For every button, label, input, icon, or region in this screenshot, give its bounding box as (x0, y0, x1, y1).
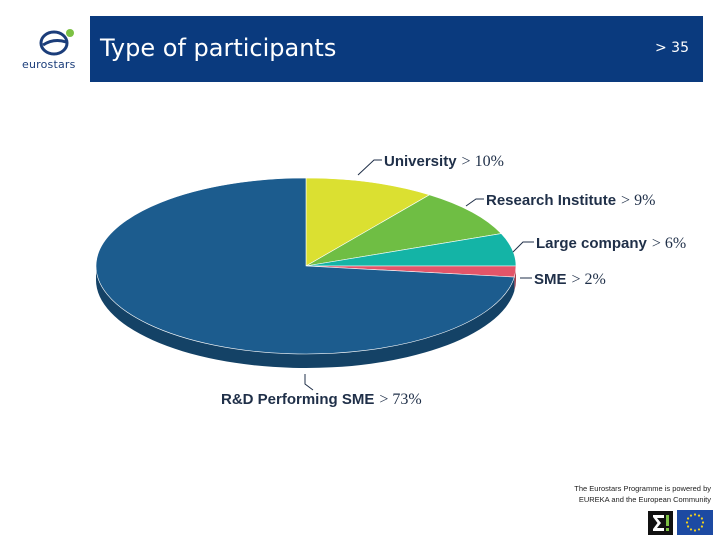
logo-text: eurostars (22, 58, 76, 71)
slice-value-3: > 2% (572, 271, 606, 288)
eureka-logo-mark (653, 515, 669, 531)
leader-line-1 (465, 198, 484, 207)
footer-text: The Eurostars Programme is powered by EU… (511, 483, 711, 505)
slice-label-1: Research Institute > 9% (486, 192, 655, 209)
eu-flag-icon (677, 510, 713, 535)
slice-value-4: > 73% (379, 391, 421, 408)
slice-name-4: R&D Performing SME (221, 391, 374, 408)
slice-name-3: SME (534, 271, 567, 288)
eu-star-7 (689, 528, 693, 531)
slice-label-0: University > 10% (384, 153, 504, 170)
eurostars-logo-icon: eurostars (16, 16, 90, 82)
pie-side-4 (96, 266, 515, 369)
eu-star-9 (685, 521, 689, 524)
slice-name-1: Research Institute (486, 192, 616, 209)
footer-line-1: The Eurostars Programme is powered by (574, 484, 711, 493)
page-title: Type of participants (100, 34, 337, 62)
pie-slices (95, 177, 517, 355)
slice-label-4: R&D Performing SME > 73% (221, 391, 422, 408)
slice-value-0: > 10% (462, 153, 504, 170)
eu-star-0 (693, 513, 697, 516)
slice-name-0: University (384, 153, 457, 170)
leader-line-4 (304, 374, 314, 391)
eureka-logo-icon (648, 511, 673, 535)
pie-labels: University > 10% Research Institute > 9% Lar… (221, 153, 686, 408)
eu-star-6 (693, 529, 697, 532)
eu-star-11 (689, 514, 693, 517)
eu-star-10 (686, 517, 690, 520)
slice-label-2: Large company > 6% (536, 235, 686, 252)
eu-star-1 (697, 514, 701, 517)
pie-slice-4 (95, 177, 515, 355)
slice-name-2: Large company (536, 235, 648, 252)
leader-line-0 (357, 159, 382, 176)
header-bar: eurostars Type of participants > 35 (16, 16, 703, 82)
eurostars-logo-mark (39, 29, 74, 56)
eu-star-5 (697, 528, 701, 531)
eu-star-3 (701, 521, 705, 524)
eu-star-4 (700, 525, 704, 528)
leader-line-2 (512, 241, 534, 253)
eu-star-8 (686, 525, 690, 528)
eu-star-2 (700, 517, 704, 520)
eu-stars (685, 513, 705, 532)
slice-value-2: > 6% (652, 235, 686, 252)
slice-label-3: SME > 2% (534, 271, 606, 288)
footer-line-2: EUREKA and the European Community (578, 495, 711, 504)
pie-slice-1 (305, 194, 502, 267)
pie-slice-0 (305, 177, 431, 267)
page-number: > 35 (655, 40, 689, 56)
slice-value-1: > 9% (621, 192, 655, 209)
